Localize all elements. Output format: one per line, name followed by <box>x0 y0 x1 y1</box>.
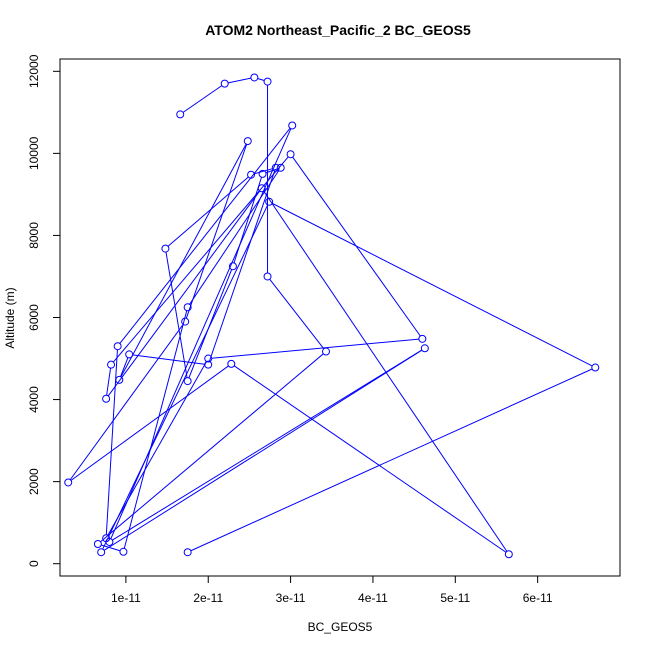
series-segment <box>103 349 423 551</box>
data-point <box>247 170 256 179</box>
data-point <box>183 377 192 386</box>
series-segment <box>167 176 249 247</box>
series-segment <box>120 143 247 378</box>
series-segment <box>120 357 129 377</box>
series-segment <box>233 365 507 553</box>
x-tick-label: 3e-11 <box>276 591 306 605</box>
x-tick-label: 6e-11 <box>523 591 553 605</box>
x-axis-label: BC_GEOS5 <box>308 620 373 634</box>
data-point <box>258 169 267 178</box>
series-segment <box>106 368 112 396</box>
y-tick-label: 2000 <box>27 468 41 495</box>
data-point <box>263 272 272 281</box>
series-segment <box>69 324 184 480</box>
plot-frame <box>59 58 621 577</box>
data-point <box>591 363 600 372</box>
series-segment <box>272 202 593 367</box>
x-tick-label: 5e-11 <box>440 591 470 605</box>
data-point <box>228 262 237 271</box>
data-point <box>257 184 266 193</box>
data-point <box>97 548 106 557</box>
data-point <box>288 121 297 130</box>
data-point <box>220 79 229 88</box>
x-tick-label: 1e-11 <box>111 591 141 605</box>
series-segment <box>105 349 118 535</box>
series-segment <box>189 170 280 305</box>
series-segment <box>257 78 265 82</box>
data-point <box>271 163 280 172</box>
series-segment <box>182 85 223 113</box>
data-point <box>183 548 192 557</box>
x-axis: 1e-11 2e-11 3e-11 4e-11 5e-11 6e-11 <box>111 575 553 605</box>
data-point <box>265 197 274 206</box>
series-segment <box>211 338 419 359</box>
series-segment <box>190 368 593 552</box>
series-segment <box>100 353 324 543</box>
series-segment <box>228 77 252 84</box>
series-segment <box>107 190 261 397</box>
series-segment <box>112 156 289 363</box>
data-point <box>418 334 427 343</box>
x-tick-label: 2e-11 <box>193 591 223 605</box>
data-point <box>204 354 213 363</box>
series-segment <box>269 278 325 350</box>
data-point <box>93 539 102 548</box>
data-point <box>125 350 134 359</box>
series-segment <box>112 349 423 541</box>
y-tick-label: 0 <box>27 560 41 567</box>
data-point <box>420 344 429 353</box>
y-axis-label: Altitude (m) <box>3 287 17 348</box>
series-segment <box>70 365 229 481</box>
series-segment <box>254 168 273 175</box>
series-segment <box>102 204 269 550</box>
data-point <box>322 347 330 356</box>
y-tick-label: 12000 <box>27 54 41 88</box>
data-point <box>183 303 192 312</box>
y-tick-label: 6000 <box>27 304 41 331</box>
series-segment <box>132 354 205 365</box>
series-segment <box>107 361 207 536</box>
series-layer <box>64 73 600 559</box>
data-point <box>263 77 272 86</box>
data-point <box>113 342 122 351</box>
x-tick-label: 4e-11 <box>358 591 388 605</box>
data-point <box>161 244 170 253</box>
chart-title: ATOM2 Northeast_Pacific_2 BC_GEOS5 <box>205 22 471 38</box>
series-segment <box>185 144 248 319</box>
series-segment <box>123 310 188 549</box>
series-segment <box>165 251 188 378</box>
y-tick-label: 8000 <box>27 222 41 249</box>
data-point <box>181 317 190 326</box>
data-point <box>204 360 213 369</box>
data-point <box>504 550 513 559</box>
data-point <box>243 137 252 146</box>
y-axis: 0 2000 4000 6000 8000 10000 12000 <box>27 54 61 567</box>
data-point <box>227 359 236 368</box>
series-segment <box>208 170 276 362</box>
series-segment <box>265 168 278 174</box>
data-point <box>276 163 285 172</box>
data-point <box>115 375 124 384</box>
y-tick-label: 10000 <box>27 136 41 170</box>
data-point <box>107 360 116 369</box>
data-point <box>176 110 185 119</box>
series-segment <box>263 190 508 552</box>
data-point <box>64 478 73 487</box>
series-segment <box>119 127 291 344</box>
y-tick-label: 4000 <box>27 386 41 413</box>
data-point <box>250 73 259 82</box>
data-point <box>102 394 111 403</box>
data-point <box>105 537 114 546</box>
data-point <box>286 150 295 159</box>
data-point <box>119 547 128 556</box>
